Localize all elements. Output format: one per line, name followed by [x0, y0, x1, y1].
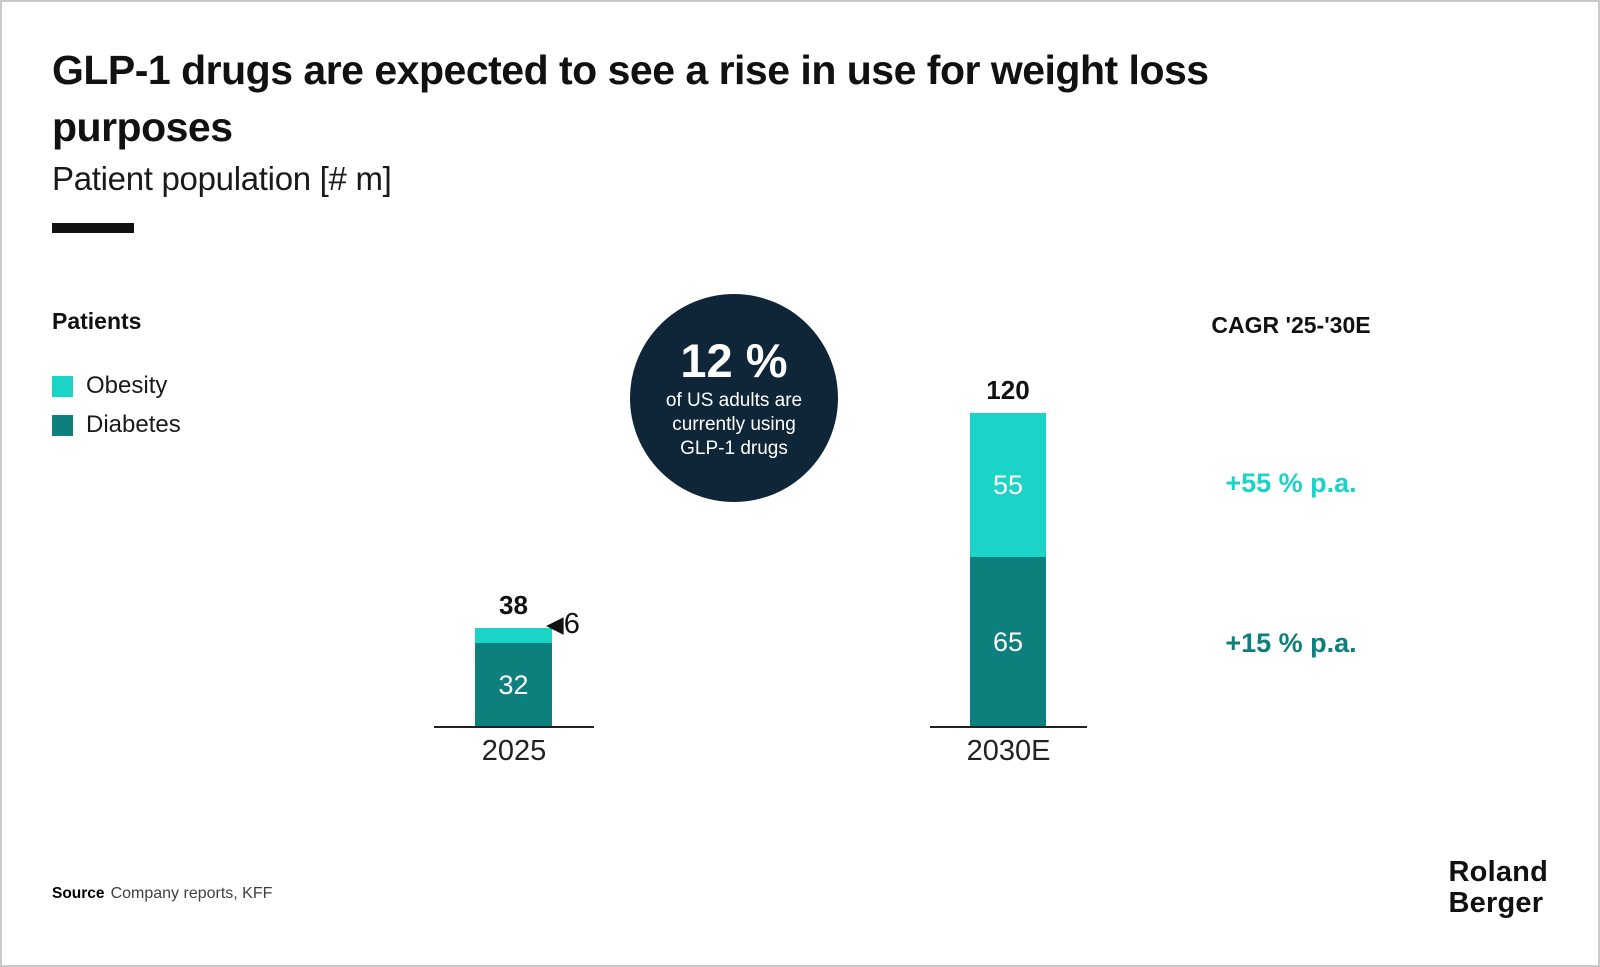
- source-text: Company reports, KFF: [110, 885, 273, 902]
- cagr-value-obesity: +55 % p.a.: [1225, 468, 1357, 498]
- page-subtitle: Patient population [# m]: [52, 160, 392, 197]
- x-axis-line: [930, 726, 1087, 728]
- legend: Obesity Diabetes: [52, 372, 181, 452]
- bar-segment-obesity: [475, 627, 552, 644]
- source-label: Source: [52, 885, 105, 902]
- page-title-line1: GLP-1 drugs are expected to see a rise i…: [52, 47, 1209, 93]
- diabetes-swatch-icon: [52, 414, 73, 436]
- bar-value-label: 55: [992, 469, 1024, 500]
- legend-item-label: Obesity: [86, 372, 168, 399]
- bar-segment-diabetes: 65: [970, 557, 1046, 727]
- cagr-column: CAGR '25-'30E: [1176, 312, 1406, 339]
- callout-text-line: of US adults are: [665, 389, 803, 411]
- bar-segment-diabetes: 32: [475, 643, 552, 727]
- obesity-segment-annotation: ◀ 6: [546, 608, 580, 640]
- legend-heading: Patients: [52, 308, 142, 334]
- left-triangle-icon: ◀: [546, 611, 564, 637]
- legend-item-diabetes: Diabetes: [52, 411, 181, 438]
- page-title: GLP-1 drugs are expected to see a rise i…: [52, 42, 1512, 156]
- logo-line: Berger: [1448, 887, 1544, 919]
- page-title-line2: purposes: [52, 104, 233, 150]
- cagr-heading: CAGR '25-'30E: [1211, 312, 1371, 338]
- bar-segment-obesity: 55: [970, 413, 1046, 557]
- legend-item-obesity: Obesity: [52, 372, 181, 399]
- annotation-value: 6: [563, 608, 580, 640]
- callout-text-line: currently using: [672, 413, 796, 435]
- callout-circle: 12 % of US adults are currently using GL…: [630, 294, 838, 502]
- roland-berger-logo: Roland Berger: [1449, 857, 1548, 919]
- legend-item-label: Diabetes: [86, 411, 181, 438]
- title-underline-dash: [52, 223, 134, 233]
- x-axis-line: [434, 726, 594, 728]
- bar-category-label: 2030E: [966, 735, 1051, 767]
- bar-category-label: 2025: [481, 735, 547, 767]
- bar-value-label: 32: [498, 669, 529, 700]
- cagr-value-diabetes: +15 % p.a.: [1225, 628, 1357, 658]
- callout-text-line: GLP-1 drugs: [680, 437, 788, 459]
- bar-total-label: 38: [499, 589, 528, 620]
- obesity-swatch-icon: [52, 375, 73, 397]
- bar-total-label: 120: [986, 375, 1030, 406]
- source-note: Source Company reports, KFF: [52, 885, 272, 903]
- callout-value: 12 %: [680, 333, 788, 387]
- bar-value-label: 65: [992, 626, 1024, 657]
- logo-line: Roland: [1448, 856, 1548, 888]
